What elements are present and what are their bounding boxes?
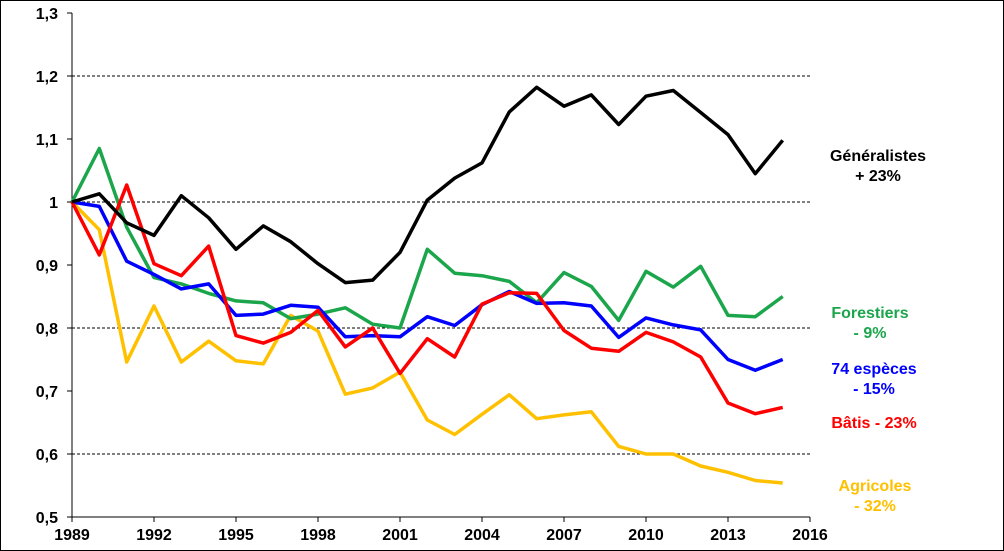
x-tick-label: 2016 <box>792 527 828 544</box>
series-label-forestiers: Forestiers <box>831 305 908 322</box>
series-label-generalistes: + 23% <box>855 168 901 185</box>
series-line-forestiers <box>70 146 784 330</box>
series-label-generalistes: Généralistes <box>830 148 926 165</box>
y-tick-label: 0,6 <box>36 447 58 464</box>
y-tick-label: 0,5 <box>36 510 58 527</box>
series-label-agricoles: Agricoles <box>839 478 912 495</box>
x-tick-label: 2013 <box>710 527 746 544</box>
series-label-especes74: 74 espèces <box>831 361 917 378</box>
y-tick-label: 1,2 <box>36 69 58 86</box>
y-tick-label: 1 <box>49 195 58 212</box>
x-tick-label: 1998 <box>300 527 336 544</box>
series-label-forestiers: - 9% <box>854 325 887 342</box>
x-tick-label: 1989 <box>54 527 90 544</box>
x-tick-label: 2001 <box>382 527 418 544</box>
y-tick-label: 1,1 <box>36 132 58 149</box>
x-tick-label: 2004 <box>464 527 500 544</box>
series-label-especes74: - 15% <box>853 381 895 398</box>
y-tick-label: 1,3 <box>36 6 58 23</box>
series-line-agricoles <box>70 200 783 485</box>
series-line-batis <box>70 183 784 416</box>
series-line-generalistes <box>71 85 785 285</box>
x-tick-labels: 1989 1992 1995 1998 2001 2004 2007 2010 2013 2016 <box>54 527 828 544</box>
series-labels: Généralistes + 23% Forestiers - 9% 74 espèce… <box>830 148 926 515</box>
gridlines <box>72 75 810 455</box>
y-tick-label: 0,9 <box>36 258 58 275</box>
y-tick-labels: 0,5 0,6 0,7 0,8 0,9 1 1,1 1,2 1,3 <box>36 6 58 527</box>
x-tick-label: 2010 <box>628 527 664 544</box>
series-label-batis: Bâtis - 23% <box>831 415 916 432</box>
x-tick-label: 1992 <box>136 527 172 544</box>
axes <box>67 12 811 522</box>
series-line-especes74 <box>71 200 784 372</box>
x-tick-label: 1995 <box>218 527 254 544</box>
x-tick-label: 2007 <box>546 527 582 544</box>
y-tick-label: 0,7 <box>36 384 58 401</box>
series-lines <box>70 85 785 485</box>
y-tick-label: 0,8 <box>36 321 58 338</box>
series-label-agricoles: - 32% <box>854 498 896 515</box>
